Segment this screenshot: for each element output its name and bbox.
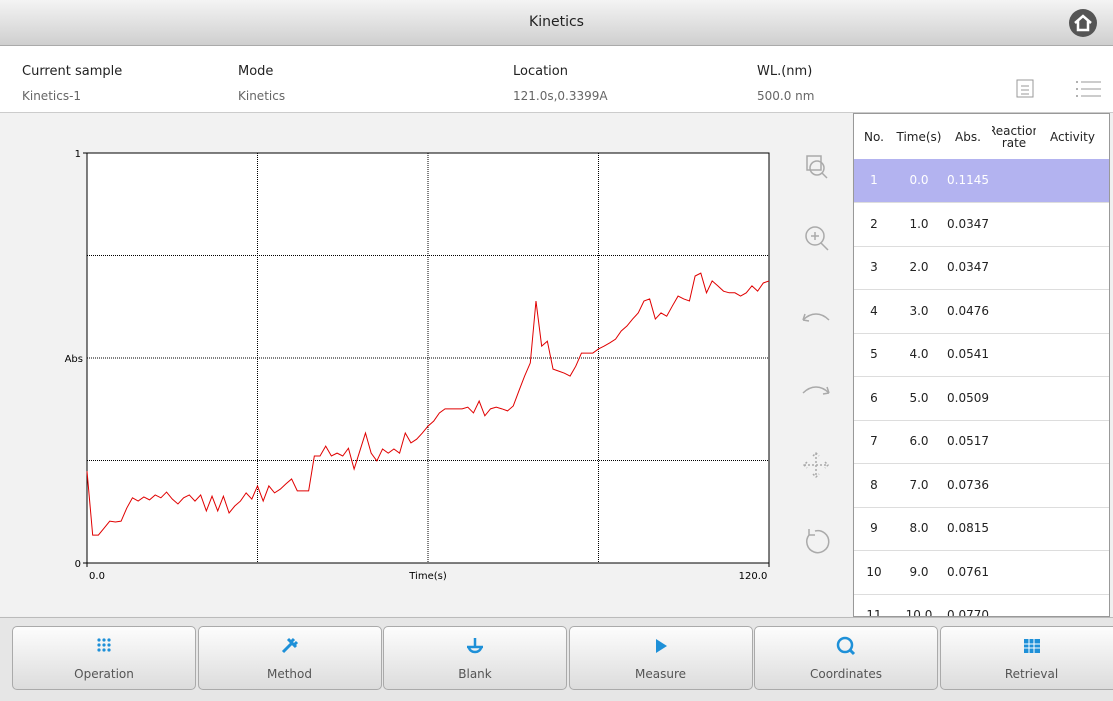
table-cell: 0.0541	[944, 333, 992, 376]
button-icon	[94, 636, 114, 656]
info-label: Mode	[238, 64, 273, 79]
table-cell: 0.0347	[944, 246, 992, 289]
table-cell: 0.0509	[944, 377, 992, 420]
info-label: WL.(nm)	[757, 64, 812, 79]
button-icon	[651, 636, 671, 656]
table-cell: 1.0	[894, 203, 944, 246]
toolbar-button[interactable]: Operation	[12, 626, 196, 690]
button-label: Retrieval	[941, 667, 1113, 681]
info-row: Current sample Kinetics-1 Mode Kinetics …	[0, 46, 1113, 113]
table-cell: 0.0736	[944, 464, 992, 507]
table-cell: 6.0	[894, 420, 944, 463]
x-axis-label: Time(s)	[408, 571, 447, 582]
toolbar-button[interactable]: Method	[198, 626, 382, 690]
table-cell: 3.0	[894, 290, 944, 333]
column-header: Abs.	[944, 114, 992, 159]
table-cell: 0.0	[894, 159, 944, 202]
table-cell: 10	[854, 551, 894, 594]
button-icon	[1022, 636, 1042, 656]
data-table: No.Time(s)Abs.Reaction rateActivity10.00…	[853, 113, 1110, 617]
chart: 0 1 0.0 120.0 Abs Time(s)	[0, 113, 790, 616]
toolbar-button[interactable]: Blank	[383, 626, 567, 690]
table-cell: 9	[854, 507, 894, 550]
info-value: 121.0s,0.3399A	[513, 89, 608, 103]
table-cell: 0.0347	[944, 203, 992, 246]
info-value: Kinetics	[238, 89, 285, 103]
y-axis-label: Abs	[65, 354, 83, 365]
table-cell: 0.0770	[944, 594, 992, 617]
table-cell: 0.0517	[944, 420, 992, 463]
button-label: Method	[199, 667, 381, 681]
table-cell: 7	[854, 420, 894, 463]
table-cell: 5.0	[894, 377, 944, 420]
chart-panel: 0 1 0.0 120.0 Abs Time(s)	[0, 113, 852, 616]
toolbar-button[interactable]: Coordinates	[754, 626, 938, 690]
table-cell: 1	[854, 159, 894, 202]
info-value: Kinetics-1	[22, 89, 81, 103]
y-tick-label: 0	[75, 559, 81, 570]
table-cell: 11	[854, 594, 894, 617]
table-cell: 2.0	[894, 246, 944, 289]
info-label: Location	[513, 64, 568, 79]
table-cell: 0.0815	[944, 507, 992, 550]
column-header: No.	[854, 114, 894, 159]
table-cell: 7.0	[894, 464, 944, 507]
info-label: Current sample	[22, 64, 122, 79]
table-cell: 0.0761	[944, 551, 992, 594]
button-label: Blank	[384, 667, 566, 681]
table-cell: 5	[854, 333, 894, 376]
view-icons[interactable]	[1015, 76, 1105, 102]
x-tick-label: 120.0	[739, 571, 768, 582]
chart-tools[interactable]	[795, 148, 840, 568]
button-icon	[465, 636, 485, 656]
column-header: Time(s)	[894, 114, 944, 159]
table-cell: 10.0	[894, 594, 944, 617]
table-cell: 8	[854, 464, 894, 507]
table-cell: 4.0	[894, 333, 944, 376]
y-tick-label: 1	[75, 149, 81, 160]
table-cell: 9.0	[894, 551, 944, 594]
toolbar-button[interactable]: Measure	[569, 626, 753, 690]
button-icon	[836, 636, 856, 656]
table-cell: 0.0476	[944, 290, 992, 333]
button-label: Operation	[13, 667, 195, 681]
table-cell: 6	[854, 377, 894, 420]
home-button[interactable]	[1068, 8, 1098, 38]
button-label: Measure	[570, 667, 752, 681]
title-bar: Kinetics	[0, 0, 1113, 46]
toolbar-button[interactable]: Retrieval	[940, 626, 1113, 690]
table-cell: 8.0	[894, 507, 944, 550]
table-cell: 2	[854, 203, 894, 246]
title: Kinetics	[529, 14, 584, 30]
table-cell: 4	[854, 290, 894, 333]
column-header: Activity	[1036, 114, 1109, 159]
x-tick-label: 0.0	[89, 571, 105, 582]
info-value: 500.0 nm	[757, 89, 814, 103]
table-cell: 3	[854, 246, 894, 289]
column-header: Reaction rate	[992, 114, 1036, 159]
button-label: Coordinates	[755, 667, 937, 681]
table-cell: 0.1145	[944, 159, 992, 202]
button-icon	[280, 636, 300, 656]
